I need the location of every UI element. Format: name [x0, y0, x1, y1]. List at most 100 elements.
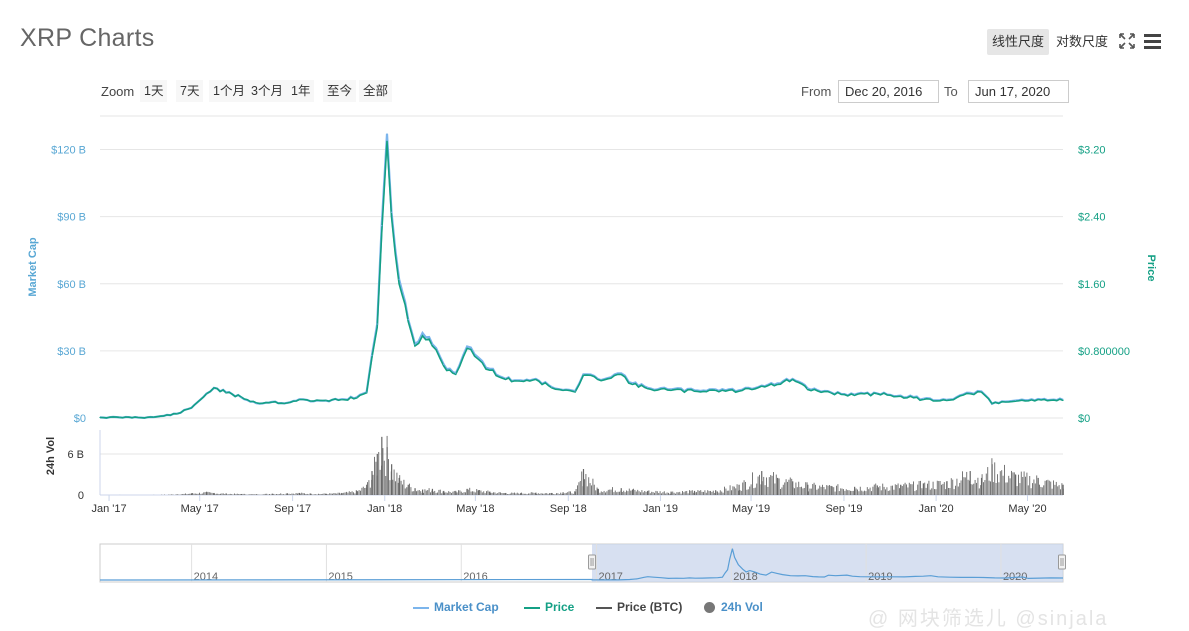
volume-bar [468, 490, 469, 495]
handle-body[interactable] [1059, 555, 1066, 569]
volume-data-bar [946, 481, 947, 495]
volume-bar [195, 494, 196, 495]
volume-bar [804, 488, 805, 495]
volume-bar [749, 487, 750, 495]
volume-bar [752, 472, 753, 495]
volume-bar [962, 471, 963, 495]
x-axis-tick-label: May '17 [181, 503, 219, 515]
volume-bar [584, 479, 585, 495]
volume-data-bar [738, 485, 739, 495]
legend-price-label: Price [545, 600, 574, 614]
volume-bar [501, 493, 502, 495]
volume-bar [630, 491, 631, 495]
volume-bar [447, 493, 448, 495]
volume-bar [899, 488, 900, 495]
x-axis-tick-label: Jan '19 [643, 503, 678, 515]
volume-bar [912, 484, 913, 495]
navigator-right-handle[interactable] [1059, 555, 1066, 569]
volume-bar [998, 482, 999, 495]
price-point [241, 396, 242, 397]
x-axis-tick-label: May '19 [732, 503, 770, 515]
volume-bar [905, 483, 906, 495]
price-point [877, 393, 878, 394]
volume-bar [420, 491, 421, 495]
volume-bar [844, 491, 845, 495]
navigator-selection[interactable] [592, 544, 1063, 582]
price-point [206, 393, 207, 394]
volume-bar [233, 494, 234, 495]
x-axis-tick-label: Jan '17 [91, 503, 126, 515]
volume-bar [555, 494, 556, 495]
volume-bar [403, 480, 404, 495]
volume-data-bar [467, 489, 468, 495]
legend-price[interactable]: Price [524, 600, 574, 614]
volume-bar [860, 487, 861, 495]
volume-bar [863, 491, 864, 495]
market-cap-point [377, 323, 378, 324]
volume-bar [1011, 471, 1012, 495]
volume-bar [879, 486, 880, 495]
volume-bar [405, 488, 406, 495]
volume-bar [654, 493, 655, 495]
volume-bar [570, 491, 571, 495]
price-point [597, 379, 598, 380]
volume-bar [955, 486, 956, 495]
legend-market-cap[interactable]: Market Cap [413, 600, 499, 614]
volume-bar [181, 494, 182, 495]
volume-bar [451, 493, 452, 495]
handle-body[interactable] [589, 555, 596, 569]
volume-bar [196, 494, 197, 495]
volume-data-bar [399, 478, 400, 495]
volume-bar [504, 493, 505, 495]
volume-bar [532, 492, 533, 495]
volume-data-bar [551, 493, 552, 495]
volume-bar [508, 494, 509, 495]
volume-bar [984, 480, 985, 495]
price-point [272, 401, 273, 402]
volume-bar [781, 487, 782, 495]
navigator-left-handle[interactable] [589, 555, 596, 569]
volume-bar [629, 489, 630, 495]
xrp-chart[interactable]: $0$30 B$60 B$90 B$120 B$0$0.800000$1.60$… [0, 0, 1189, 618]
legend-price-btc[interactable]: Price (BTC) [596, 600, 682, 614]
legend-24h-vol[interactable]: 24h Vol [704, 600, 763, 614]
volume-bar [795, 483, 796, 495]
price-point [715, 390, 716, 391]
volume-bar [664, 491, 665, 495]
volume-bar [1035, 483, 1036, 495]
volume-bar [1029, 476, 1030, 495]
volume-bar [553, 494, 554, 495]
volume-bar [619, 492, 620, 495]
volume-bar [996, 483, 997, 495]
volume-bar [410, 487, 411, 495]
volume-bar [643, 492, 644, 495]
volume-bar [681, 494, 682, 495]
market-cap-point [432, 344, 433, 345]
volume-bar [216, 494, 217, 495]
volume-bar [374, 457, 375, 495]
volume-bar [522, 494, 523, 495]
volume-data-bar [923, 483, 924, 495]
volume-data-bar [575, 492, 576, 495]
left-axis-tick: $120 B [51, 145, 86, 157]
volume-bar [573, 494, 574, 495]
volume-bar [395, 481, 396, 495]
volume-bar [291, 494, 292, 495]
price-point [505, 379, 506, 380]
volume-data-bar [877, 485, 878, 495]
volume-bar [454, 491, 455, 495]
volume-bar [282, 494, 283, 495]
volume-bar [1028, 485, 1029, 495]
volume-bar [842, 489, 843, 495]
volume-bar [875, 484, 876, 495]
volume-bar [952, 480, 953, 495]
volume-bar [627, 491, 628, 495]
price-point [478, 359, 479, 360]
volume-bar [853, 491, 854, 495]
volume-bar [184, 494, 185, 495]
volume-bar [864, 491, 865, 495]
volume-bar [1005, 483, 1006, 495]
volume-bar [571, 493, 572, 495]
volume-bar [625, 492, 626, 495]
volume-bar [277, 494, 278, 495]
